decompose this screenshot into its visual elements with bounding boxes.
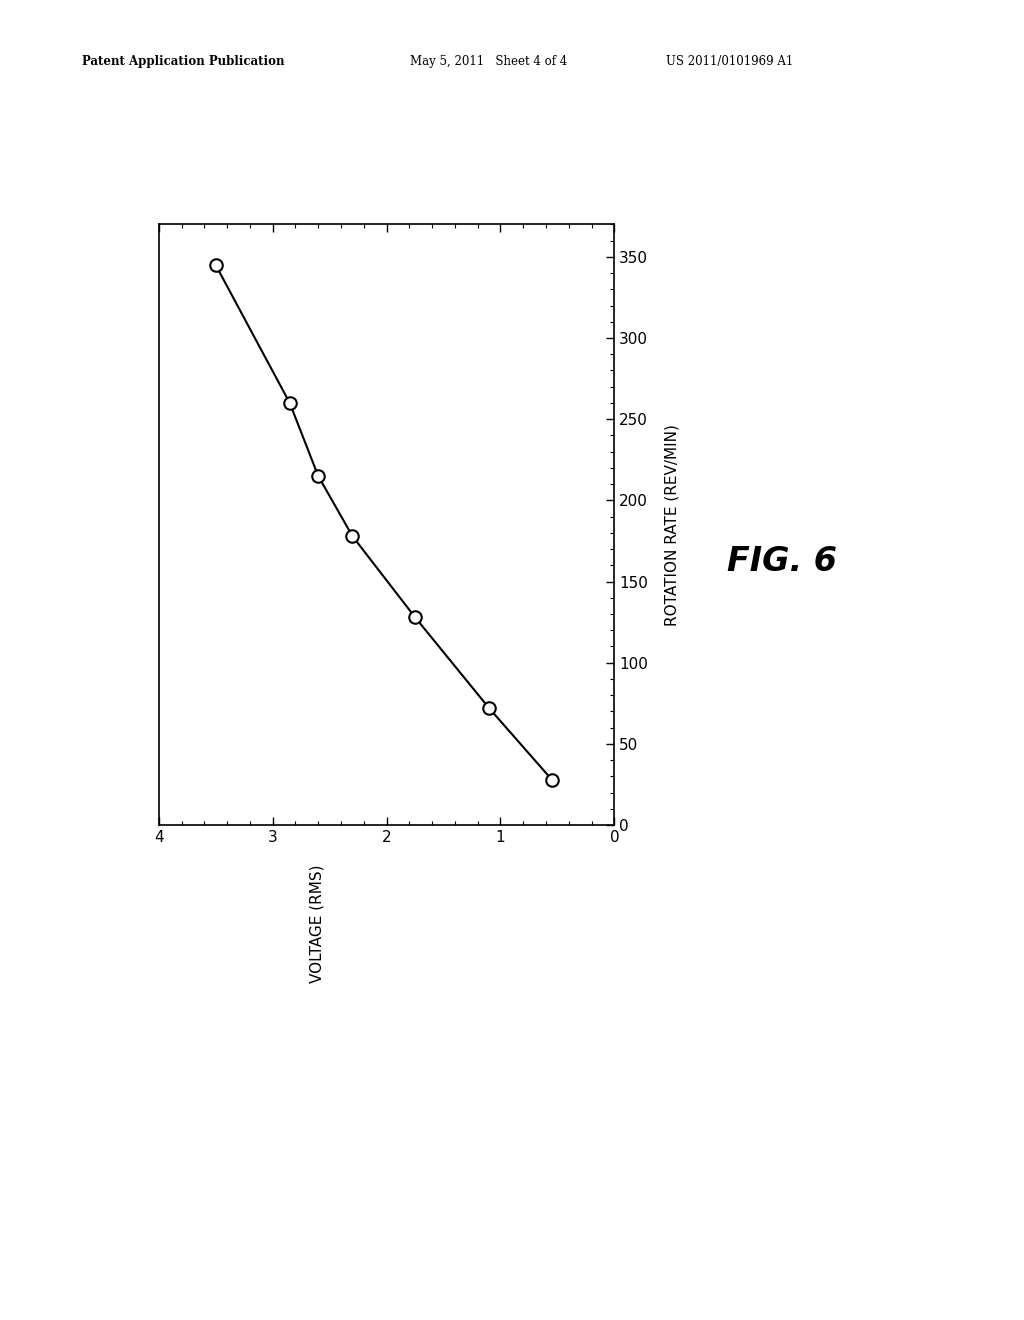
Text: US 2011/0101969 A1: US 2011/0101969 A1 — [666, 55, 793, 69]
Y-axis label: ROTATION RATE (REV/MIN): ROTATION RATE (REV/MIN) — [665, 424, 680, 626]
Text: May 5, 2011   Sheet 4 of 4: May 5, 2011 Sheet 4 of 4 — [410, 55, 567, 69]
Text: FIG. 6: FIG. 6 — [727, 545, 837, 578]
Text: Patent Application Publication: Patent Application Publication — [82, 55, 285, 69]
Text: VOLTAGE (RMS): VOLTAGE (RMS) — [310, 865, 325, 983]
